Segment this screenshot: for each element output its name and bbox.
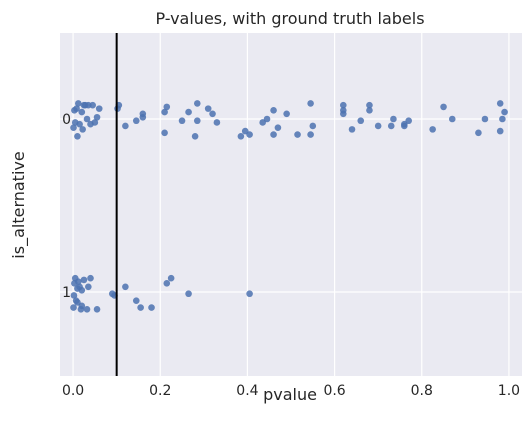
x-tick-label: 0.0 bbox=[62, 383, 84, 399]
data-point bbox=[263, 115, 271, 123]
data-point bbox=[270, 131, 277, 138]
data-point bbox=[83, 115, 91, 123]
data-point bbox=[70, 124, 77, 131]
data-point bbox=[440, 103, 447, 111]
data-point bbox=[93, 113, 101, 121]
data-point bbox=[204, 105, 212, 112]
y-tick-label: 0 bbox=[62, 112, 71, 128]
data-point bbox=[70, 304, 77, 311]
data-point bbox=[132, 117, 140, 125]
data-point bbox=[340, 107, 347, 114]
data-point bbox=[163, 103, 171, 111]
data-point bbox=[501, 108, 508, 116]
x-axis-ticks: 0.0 0.2 0.4 0.6 0.8 1.0 bbox=[62, 383, 520, 399]
data-point bbox=[475, 129, 482, 137]
data-point bbox=[89, 101, 96, 109]
data-point bbox=[387, 122, 395, 130]
data-point bbox=[178, 117, 186, 125]
data-point bbox=[75, 278, 82, 285]
data-point bbox=[209, 110, 216, 118]
data-point bbox=[246, 290, 253, 298]
data-point bbox=[496, 127, 504, 135]
data-point bbox=[74, 133, 81, 140]
data-point bbox=[246, 131, 253, 138]
data-point bbox=[390, 115, 397, 123]
data-point bbox=[283, 110, 290, 118]
data-point bbox=[83, 306, 91, 313]
x-tick-label: 0.6 bbox=[323, 383, 345, 399]
data-point bbox=[307, 100, 314, 107]
data-point bbox=[481, 115, 489, 123]
data-point bbox=[75, 100, 82, 107]
plot-area bbox=[60, 33, 522, 376]
x-axis-label: pvalue bbox=[263, 385, 317, 404]
y-axis-label: is_alternative bbox=[9, 151, 29, 258]
data-point bbox=[193, 117, 201, 125]
data-point bbox=[122, 122, 129, 130]
data-point bbox=[79, 126, 86, 133]
data-point bbox=[191, 133, 199, 140]
data-point bbox=[122, 283, 129, 291]
data-point bbox=[76, 120, 83, 128]
data-point bbox=[374, 122, 382, 130]
data-point bbox=[93, 306, 101, 313]
data-point bbox=[87, 274, 94, 282]
data-point bbox=[185, 290, 192, 298]
data-point bbox=[237, 133, 245, 140]
data-points bbox=[70, 100, 508, 313]
data-point bbox=[307, 131, 314, 138]
data-point bbox=[85, 283, 92, 291]
y-axis-ticks: 01 bbox=[62, 112, 71, 301]
data-point bbox=[139, 113, 147, 121]
data-point bbox=[161, 108, 168, 116]
data-point bbox=[132, 297, 140, 304]
chart-title: P-values, with ground truth labels bbox=[155, 9, 424, 28]
data-point bbox=[148, 304, 155, 311]
data-point bbox=[348, 126, 356, 133]
data-point bbox=[270, 107, 277, 114]
data-point bbox=[274, 124, 282, 131]
data-point bbox=[340, 101, 347, 109]
data-point bbox=[78, 108, 86, 116]
x-tick-label: 1.0 bbox=[498, 383, 520, 399]
data-point bbox=[80, 276, 88, 284]
data-point bbox=[91, 119, 99, 126]
data-point bbox=[193, 100, 201, 107]
data-point bbox=[366, 107, 373, 114]
data-point bbox=[357, 117, 365, 125]
data-point bbox=[74, 299, 81, 306]
data-point bbox=[163, 280, 171, 287]
data-point bbox=[496, 100, 504, 107]
data-point bbox=[95, 105, 103, 112]
data-point bbox=[429, 126, 436, 133]
y-tick-label: 1 bbox=[62, 285, 71, 301]
data-point bbox=[213, 119, 221, 126]
data-point bbox=[73, 105, 80, 112]
data-point bbox=[499, 115, 506, 123]
data-point bbox=[294, 131, 301, 138]
data-point bbox=[161, 129, 168, 137]
data-point bbox=[401, 120, 408, 128]
data-point bbox=[137, 304, 144, 311]
data-point bbox=[70, 292, 78, 299]
data-point bbox=[78, 286, 86, 294]
data-point bbox=[309, 122, 317, 130]
x-tick-label: 0.2 bbox=[149, 383, 171, 399]
data-point bbox=[185, 108, 192, 116]
data-point bbox=[448, 115, 456, 123]
x-tick-label: 0.4 bbox=[236, 383, 258, 399]
x-tick-label: 0.8 bbox=[411, 383, 433, 399]
data-point bbox=[167, 274, 175, 282]
data-point bbox=[366, 101, 373, 109]
